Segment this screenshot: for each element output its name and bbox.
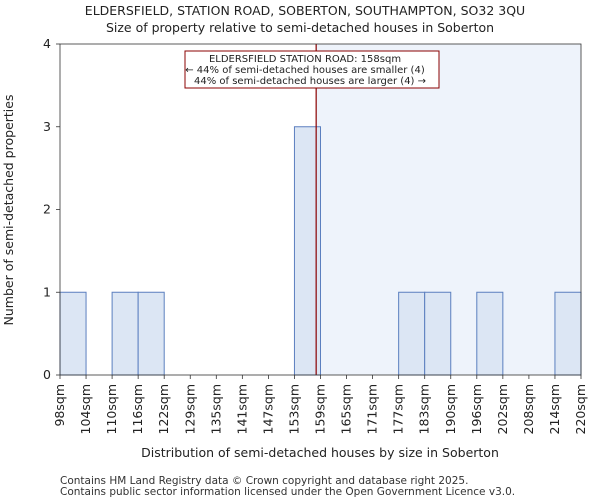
x-tick-label: 153sqm: [286, 384, 301, 434]
x-tick-label: 104sqm: [78, 384, 93, 434]
bar-110sqm: [111, 291, 139, 376]
x-tick-label: 129sqm: [182, 384, 197, 434]
x-tick-label: 159sqm: [313, 384, 328, 434]
bar-177sqm: [398, 291, 426, 376]
annotation-line-1: ELDERSFIELD STATION ROAD: 158sqm: [209, 54, 401, 65]
annotation-line-3: 44% of semi-detached houses are larger (…: [194, 76, 426, 87]
annotation-line-2: ← 44% of semi-detached houses are smalle…: [185, 65, 425, 76]
x-tick-label: 98sqm: [52, 384, 67, 427]
bar-98sqm: [59, 291, 87, 376]
x-tick-label: 165sqm: [339, 384, 354, 434]
footer-line-1: Contains HM Land Registry data © Crown c…: [60, 475, 468, 487]
y-tick-label: 4: [43, 36, 51, 51]
chart-title: ELDERSFIELD, STATION ROAD, SOBERTON, SOU…: [85, 3, 525, 18]
chart-subtitle: Size of property relative to semi-detach…: [106, 20, 494, 35]
y-tick-label: 2: [43, 202, 51, 217]
x-tick-label: 208sqm: [521, 384, 536, 434]
x-tick-label: 122sqm: [156, 384, 171, 434]
x-tick-label: 190sqm: [443, 384, 458, 434]
x-tick-label: 202sqm: [495, 384, 510, 434]
x-tick-label: 177sqm: [391, 384, 406, 434]
y-tick-label: 3: [43, 119, 51, 134]
x-tick-label: 147sqm: [260, 384, 275, 434]
x-tick-label: 183sqm: [417, 384, 432, 434]
x-tick-label: 196sqm: [469, 384, 484, 434]
x-axis-label: Distribution of semi-detached houses by …: [141, 445, 499, 460]
bar-214sqm: [554, 291, 582, 376]
bar-183sqm: [424, 291, 452, 376]
x-tick-label: 110sqm: [104, 384, 119, 434]
y-tick-label: 1: [43, 284, 51, 299]
x-tick-label: 220sqm: [573, 384, 588, 434]
x-tick-label: 171sqm: [365, 384, 380, 434]
annotation-box: ELDERSFIELD STATION ROAD: 158sqm ← 44% o…: [184, 50, 440, 89]
x-tick-label: 214sqm: [547, 384, 562, 434]
footer-line-2: Contains public sector information licen…: [60, 486, 515, 498]
bar-196sqm: [476, 291, 504, 376]
bar-116sqm: [137, 291, 165, 376]
y-axis-label: Number of semi-detached properties: [1, 95, 16, 326]
x-tick-label: 116sqm: [130, 384, 145, 434]
x-tick-label: 135sqm: [208, 384, 223, 434]
x-tick-label: 141sqm: [234, 384, 249, 434]
y-tick-label: 0: [43, 367, 51, 382]
